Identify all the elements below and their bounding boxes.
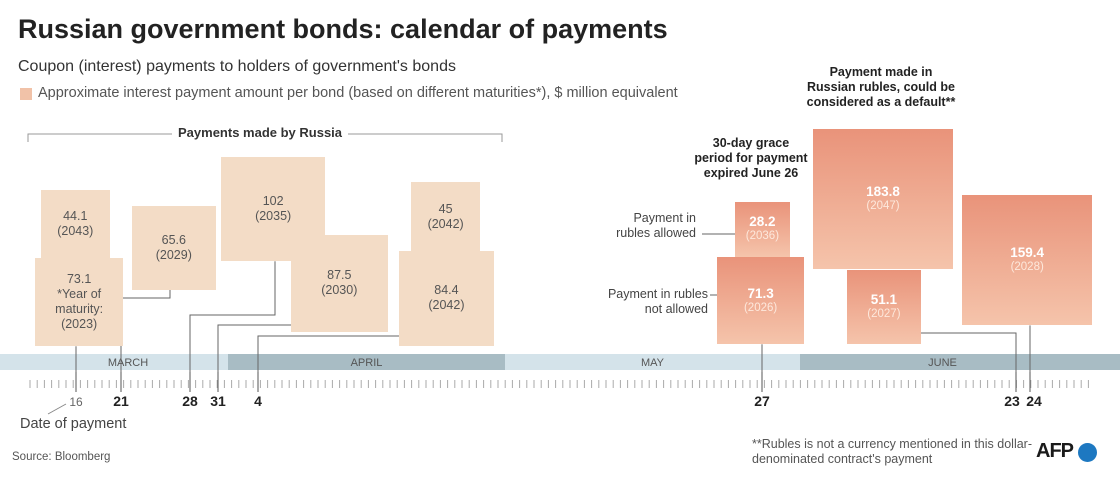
date-label: 24 [1026,393,1042,409]
month-label: JUNE [928,357,957,369]
payment-year: (2036) [745,230,780,243]
month-band [505,354,800,370]
payment-box: 73.1 *Year of maturity: (2023) [35,258,124,347]
date-label: 31 [210,393,226,409]
payment-year: (2047) [866,200,900,212]
payment-box: 51.1 (2027) [847,270,921,344]
month-label: APRIL [351,357,383,369]
date-label: 16 [69,395,83,409]
date-label: 21 [113,393,129,409]
footnote: **Rubles is not a currency mentioned in … [752,437,1032,466]
payment-value: 183.8 [866,184,900,199]
payment-box: 45 (2042) [411,182,481,252]
subtitle: Coupon (interest) payments to holders of… [18,58,456,75]
payment-value: 45 [438,201,453,216]
connector [189,261,276,372]
payment-year: (2042) [427,216,464,231]
payment-box: 84.4 (2042) [399,251,494,346]
date-caption: Date of payment [20,416,127,432]
payment-box: 44.1 (2043) [41,190,110,259]
month-label: MAY [641,357,665,369]
payment-year: (2042) [428,298,465,313]
payment-box: 183.8 (2047) [813,129,953,269]
payment-value: 159.4 [1010,245,1045,261]
timeline-end [0,354,28,370]
payment-box: 159.4 (2028) [962,195,1093,326]
payment-value: 44.1 [63,209,88,224]
legend-swatch [20,88,32,100]
rubles-allowed: Payment in rubles allowed [616,211,696,240]
payment-box: 87.5 (2030) [291,235,388,332]
month-band [800,354,1085,370]
rubles-not-allowed: Payment in rubles not allowed [607,287,708,316]
payment-year: (2029) [155,247,192,262]
title: Russian government bonds: calendar of pa… [18,14,668,44]
payment-value: 84.4 [434,283,459,298]
payment-value: 73.1 [66,272,92,287]
payment-value: 87.5 [327,268,352,283]
date-label: 28 [182,393,198,409]
date-label: 23 [1004,393,1020,409]
payment-year: (2028) [1010,261,1044,274]
grace-note: 30-day grace period for payment expired … [694,136,808,180]
month-label: MARCH [108,357,148,369]
date-label: 4 [254,393,262,409]
payment-box: 28.2 (2036) [735,202,790,257]
date-caption-line [47,403,67,415]
payment-year: (2023) [61,317,98,332]
source: Source: Bloomberg [12,451,111,463]
connector [920,332,1017,372]
legend-text: Approximate interest payment amount per … [38,85,678,101]
default-note: Payment made in Russian rubles, could be… [806,65,956,109]
payment-year: (2035) [255,209,292,224]
payment-box: 71.3 (2026) [717,257,805,345]
payment-note: *Year of maturity: [55,287,104,317]
timeline-end [1085,354,1120,370]
payment-year: (2026) [743,301,778,314]
payment-value: 71.3 [747,285,774,301]
month-band [28,354,228,370]
payment-box: 65.6 (2029) [132,206,216,290]
payment-value: 51.1 [870,291,898,307]
payment-value: 28.2 [749,214,776,230]
logo: AFP [1036,440,1074,462]
payment-year: (2043) [57,224,94,239]
payment-value: 102 [262,194,284,209]
payment-year: (2027) [867,307,901,320]
payment-year: (2030) [321,283,358,298]
month-band [228,354,505,370]
bracket-label: Payments made by Russia [172,125,349,140]
payment-value: 65.6 [161,232,186,247]
date-label: 27 [754,393,770,409]
logo-dot [1078,443,1097,462]
